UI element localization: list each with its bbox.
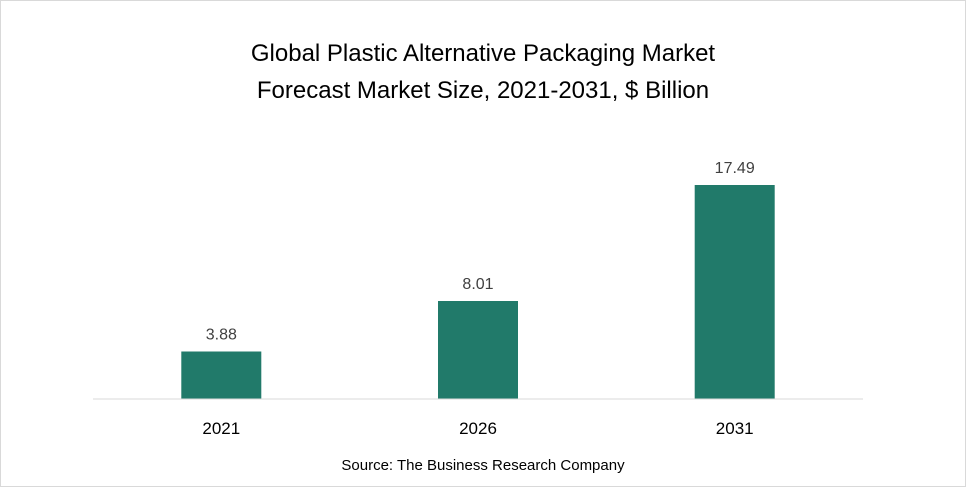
x-tick-label-2026: 2026 [459, 419, 497, 438]
x-tick-label-2021: 2021 [202, 419, 240, 438]
data-labels-group: 3.88 8.01 17.49 [206, 160, 755, 344]
data-label-2031: 17.49 [715, 160, 755, 177]
bar-2021 [181, 351, 262, 399]
x-tick-label-2031: 2031 [716, 419, 754, 438]
chart-title: Global Plastic Alternative Packaging Mar… [251, 40, 716, 67]
bars-group [181, 185, 775, 399]
data-label-2021: 3.88 [206, 327, 237, 344]
chart-subtitle: Forecast Market Size, 2021-2031, $ Billi… [257, 77, 709, 104]
data-label-2026: 8.01 [462, 276, 493, 293]
bar-2026 [438, 301, 518, 399]
source-note: Source: The Business Research Company [341, 457, 625, 474]
bar-2031 [694, 185, 775, 399]
x-axis-ticks-group: 2021 2026 2031 [202, 419, 753, 438]
